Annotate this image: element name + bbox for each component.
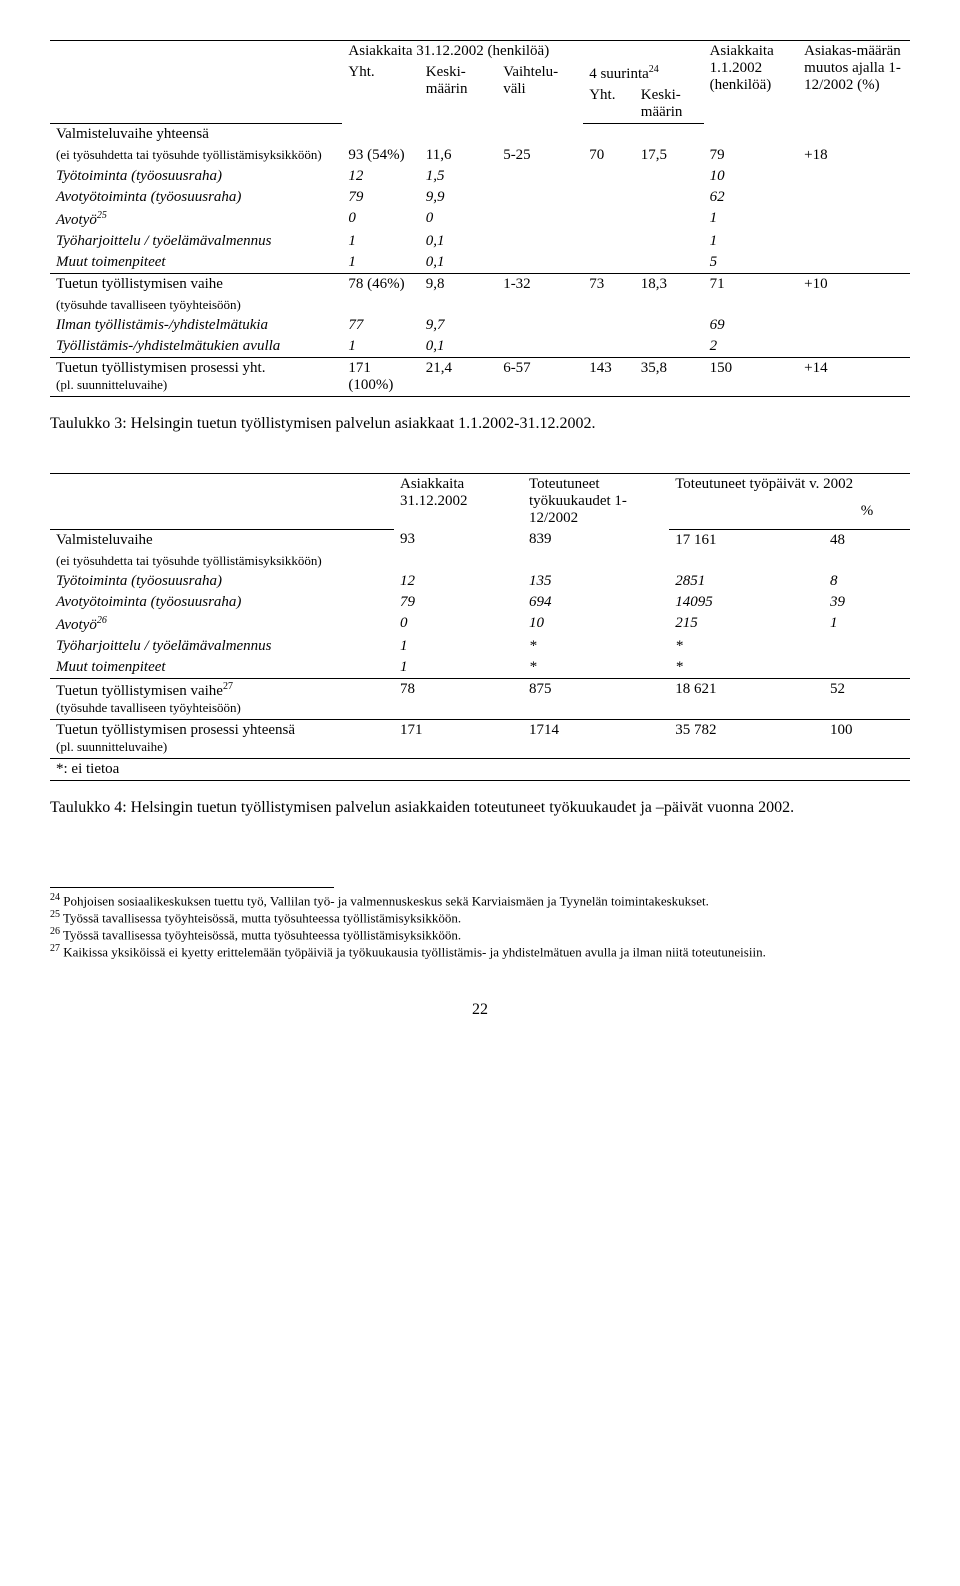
t1-h-yht: Yht. — [342, 62, 419, 124]
table-2: Asiakkaita 31.12.2002 Toteutuneet työkuu… — [50, 473, 910, 781]
caption-2: Taulukko 4: Helsingin tuetun työllistymi… — [50, 799, 910, 817]
table-row: Avotyötoiminta (työosuusraha) 79 694 140… — [50, 592, 910, 613]
table-1: Asiakkaita 31.12.2002 (henkilöä) Asiakka… — [50, 40, 910, 397]
table-row: Muut toimenpiteet 1 0,1 5 — [50, 252, 910, 274]
table-row: Muut toimenpiteet 1 * * — [50, 657, 910, 679]
t1-h-sub-km: Keski-määrin — [635, 85, 704, 124]
t1-h-vv: Vaihtelu-väli — [497, 62, 583, 124]
t1-s1-sub: (ei työsuhdetta tai työsuhde työllistämi… — [50, 145, 342, 166]
table-row: Tuetun työllistymisen prosessi yhteensä(… — [50, 719, 910, 758]
table-row: Avotyö26 0 10 215 1 — [50, 613, 910, 636]
table-row: Valmisteluvaihe 93 839 17 161 48 — [50, 529, 910, 551]
table-row: Työharjoittelu / työelämävalmennus 1 * * — [50, 636, 910, 657]
table-row: (ei työsuhdetta tai työsuhde työllistämi… — [50, 145, 910, 166]
footnote: 24 Pohjoisen sosiaalikeskuksen tuettu ty… — [50, 892, 910, 909]
footnote: 25 Työssä tavallisessa työyhteisössä, mu… — [50, 909, 910, 926]
footnotes: 24 Pohjoisen sosiaalikeskuksen tuettu ty… — [50, 892, 910, 961]
table-row: Avotyötoiminta (työosuusraha) 79 9,9 62 — [50, 187, 910, 208]
table-row: Työtoiminta (työosuusraha) 12 135 2851 8 — [50, 571, 910, 592]
t1-h-km: Keski-määrin — [420, 62, 497, 124]
table-row: Avotyö25 0 0 1 — [50, 208, 910, 231]
table-row: Tuetun työllistymisen vaihe27(työsuhde t… — [50, 678, 910, 719]
table-row: (ei työsuhdetta tai työsuhde työllistämi… — [50, 551, 910, 571]
footnote: 26 Työssä tavallisessa työyhteisössä, mu… — [50, 926, 910, 943]
t1-h-a2: Asiakkaita 1.1.2002 (henkilöä) — [704, 41, 799, 124]
t1-h-mu: Asiakas-määrän muutos ajalla 1-12/2002 (… — [798, 41, 910, 124]
table-row: *: ei tietoa — [50, 758, 910, 780]
table-row: Tuetun työllistymisen prosessi yht.(pl. … — [50, 358, 910, 397]
caption-1: Taulukko 3: Helsingin tuetun työllistymi… — [50, 415, 910, 433]
table-row: Ilman työllistämis-/yhdistelmätukia 77 9… — [50, 315, 910, 336]
table-row: Työharjoittelu / työelämävalmennus 1 0,1… — [50, 231, 910, 252]
footnote: 27 Kaikissa yksiköissä ei kyetty erittel… — [50, 943, 910, 960]
page-number: 22 — [50, 1001, 910, 1019]
table-row: Työtoiminta (työosuusraha) 12 1,5 10 — [50, 166, 910, 187]
table-row: Työllistämis-/yhdistelmätukien avulla 1 … — [50, 336, 910, 358]
table-row: Valmisteluvaihe yhteensä — [50, 124, 910, 146]
table-row: Tuetun työllistymisen vaihe 78 (46%) 9,8… — [50, 274, 910, 296]
table-row: (työsuhde tavalliseen työyhteisöön) — [50, 295, 910, 315]
t1-h-suurinta: 4 suurinta24 — [583, 62, 703, 85]
t1-h-sub-yht: Yht. — [583, 85, 635, 124]
t1-h-main: Asiakkaita 31.12.2002 (henkilöä) — [342, 41, 703, 63]
t1-s1-title: Valmisteluvaihe yhteensä — [50, 124, 342, 146]
